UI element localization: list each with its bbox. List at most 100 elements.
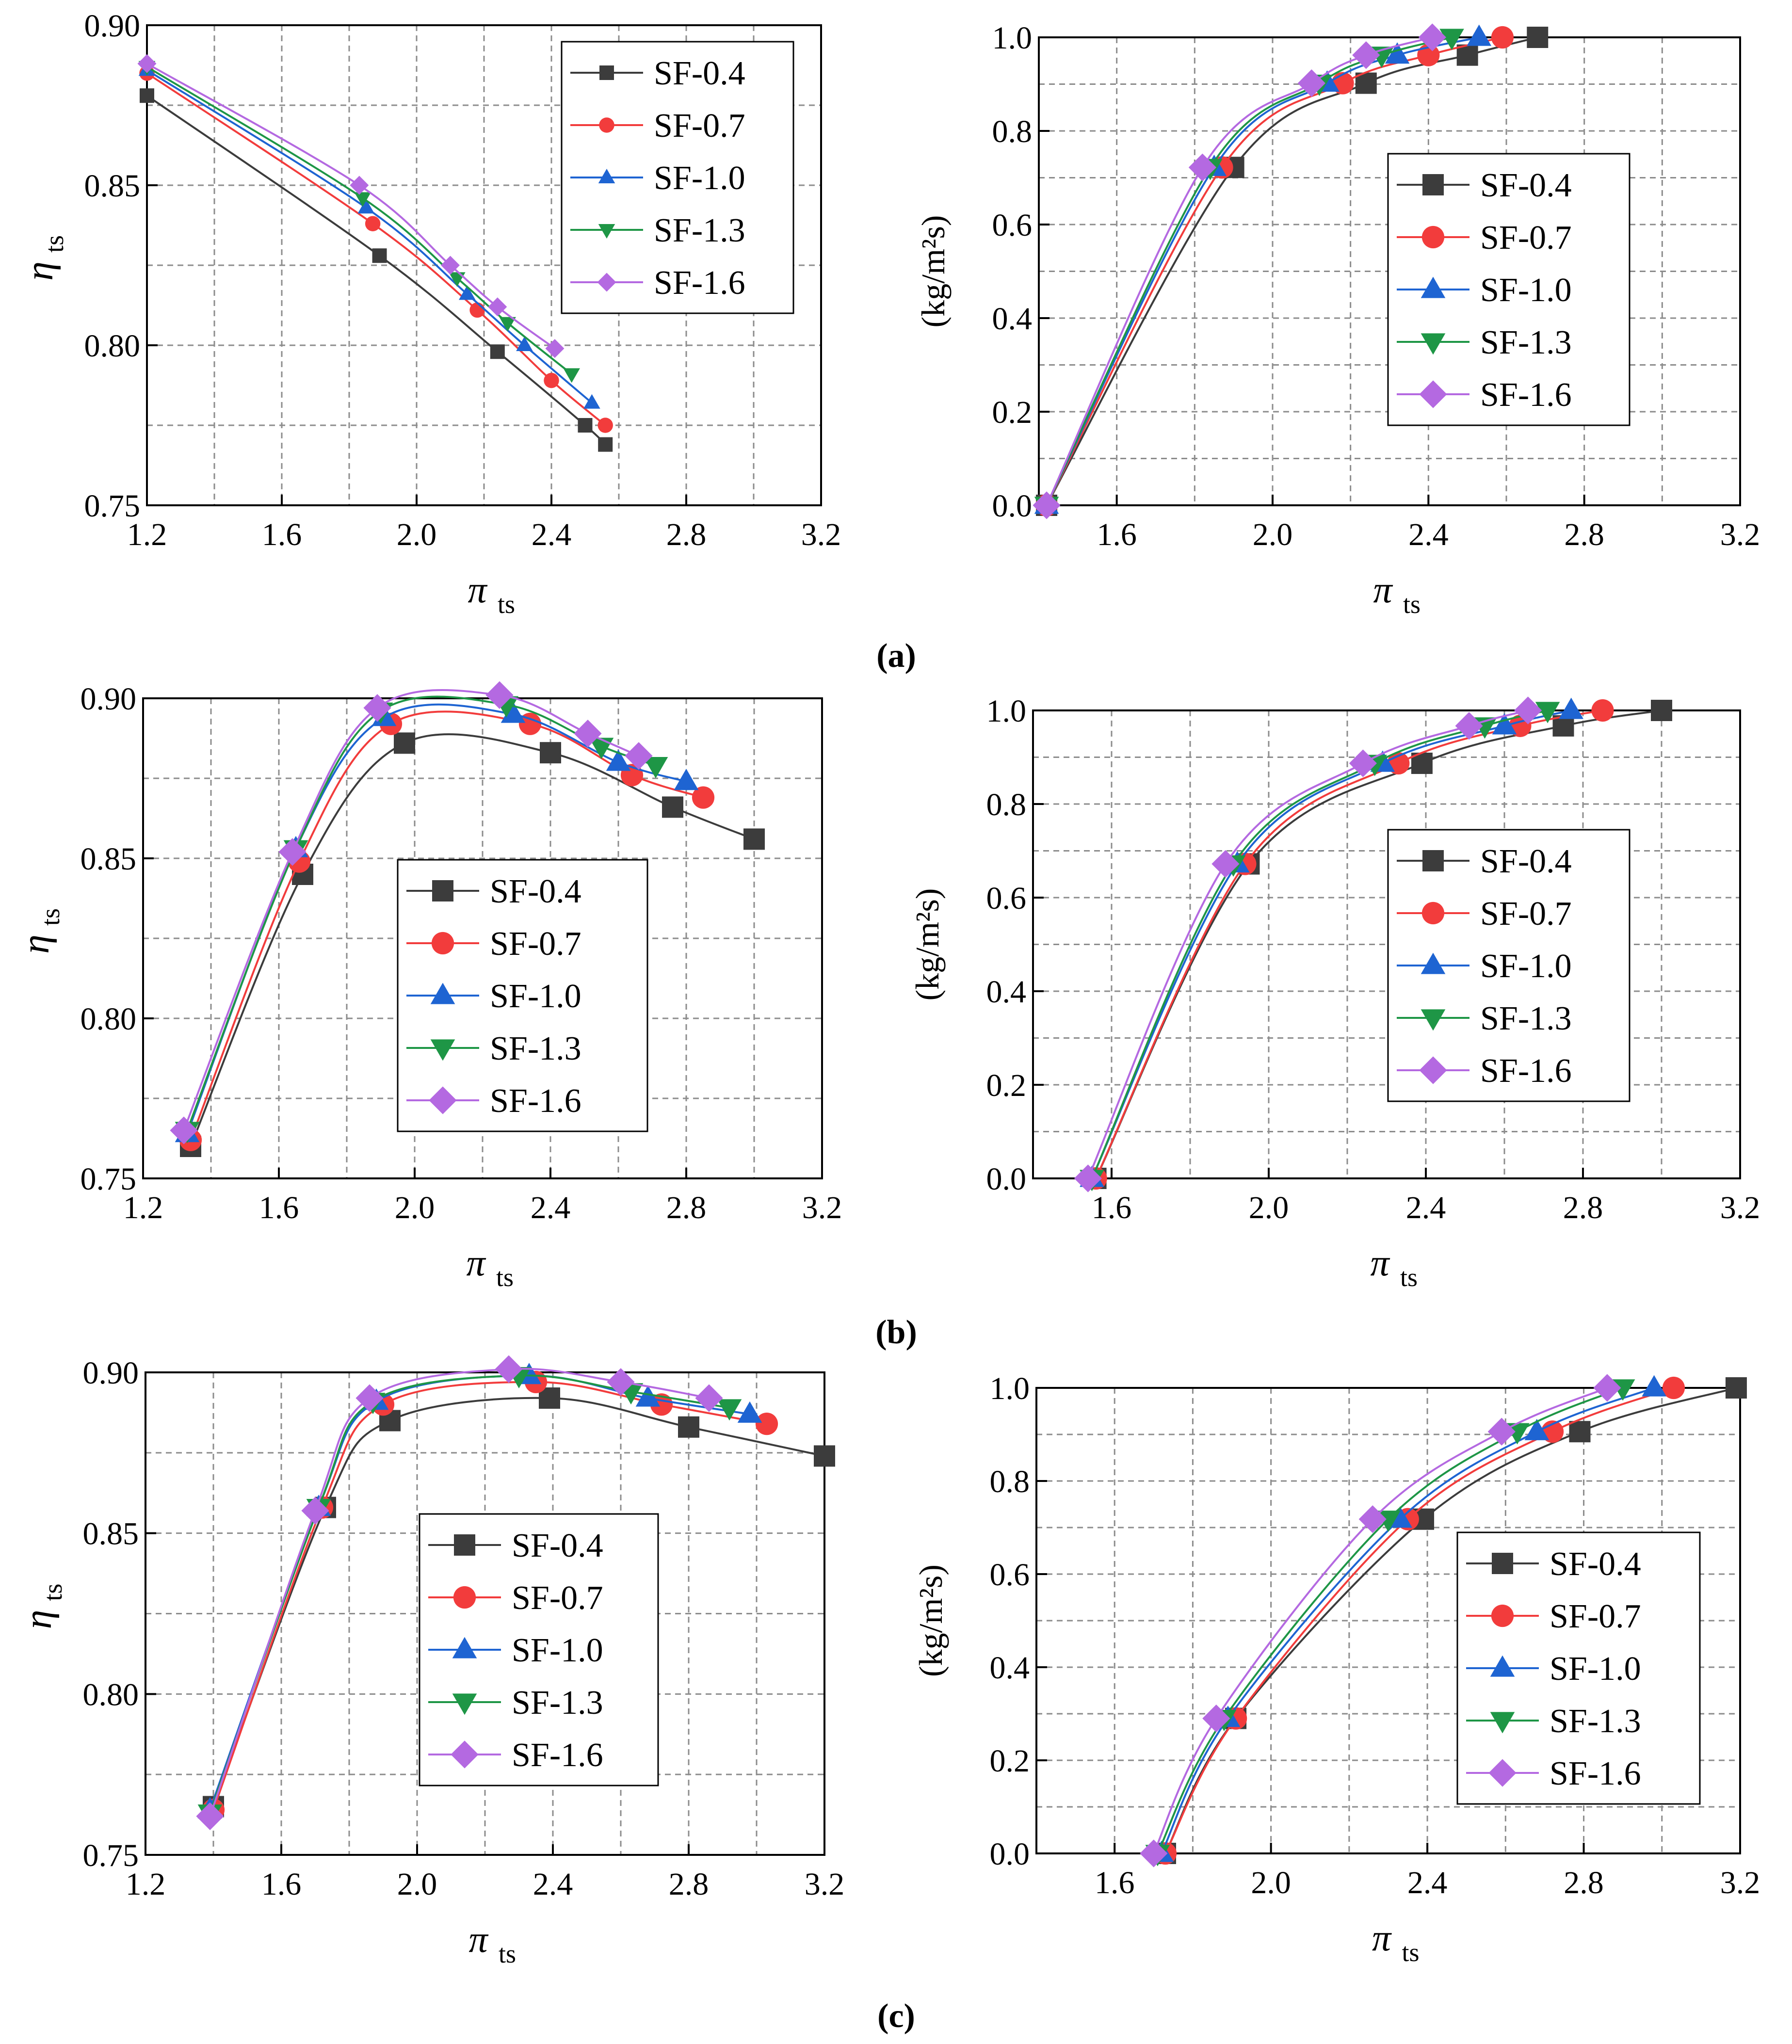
legend-label: SF-0.4 — [1550, 1545, 1641, 1583]
legend-label: SF-0.7 — [490, 925, 581, 963]
y-tick-label: 0.6 — [990, 1557, 1030, 1593]
data-point — [717, 1399, 742, 1421]
plot-frame — [145, 1371, 825, 1856]
data-point — [737, 1401, 762, 1423]
legend-marker — [451, 1740, 479, 1769]
data-point — [278, 838, 307, 866]
legend-label: SF-1.6 — [490, 1082, 581, 1120]
legend: SF-0.4 SF-0.7 SF-1.0 SF-1.3 SF-1.6 — [419, 1513, 659, 1786]
legend-marker — [453, 1586, 476, 1609]
data-point — [1352, 41, 1380, 69]
ticks — [146, 24, 822, 506]
data-point — [516, 337, 533, 351]
plot-frame — [146, 24, 822, 506]
x-tick-label: 2.8 — [1564, 1865, 1604, 1900]
legend-marker — [1419, 380, 1447, 408]
legend-marker — [1491, 1604, 1514, 1627]
x-tick-label: 2.0 — [1253, 517, 1293, 552]
data-point — [678, 1416, 699, 1438]
data-point — [1388, 1506, 1412, 1528]
data-point — [485, 681, 514, 709]
data-point — [743, 828, 765, 850]
x-tick-label: 3.2 — [802, 1190, 842, 1225]
series-line — [146, 69, 593, 404]
y-tick-label: 1.0 — [992, 20, 1033, 56]
y-tick-label: 0.8 — [986, 787, 1027, 822]
data-point — [607, 1368, 635, 1396]
data-point — [365, 216, 381, 231]
series-line — [146, 95, 606, 446]
x-axis-label-sub: ts — [1403, 590, 1421, 619]
data-point — [490, 344, 505, 359]
legend-label: SF-1.6 — [512, 1737, 603, 1774]
data-point — [1033, 491, 1061, 519]
data-point — [372, 248, 387, 263]
legend-marker — [598, 224, 615, 239]
legend-label: SF-1.0 — [490, 978, 581, 1015]
data-point — [441, 256, 460, 275]
x-tick-label: 1.6 — [1097, 517, 1137, 552]
y-axis-label: (kg/m²s) — [909, 888, 946, 1001]
plot-frame — [1038, 36, 1741, 506]
data-point — [1591, 699, 1614, 722]
legend-marker — [429, 1086, 457, 1114]
data-point — [1514, 696, 1542, 724]
data-point — [170, 1116, 198, 1144]
data-point — [357, 199, 374, 214]
data-point — [606, 749, 631, 771]
data-point — [598, 437, 613, 452]
legend-marker — [1490, 1655, 1515, 1677]
y-axis-label-group: (kg/m²s) — [909, 888, 946, 1001]
legend-label: SF-0.4 — [654, 55, 745, 92]
data-point — [578, 418, 593, 433]
data-point — [137, 54, 157, 73]
data-point — [350, 176, 369, 195]
x-axis-label: π — [1370, 1241, 1390, 1284]
panel-label: (a) — [876, 637, 916, 675]
data-point — [1467, 24, 1492, 46]
legend-label: SF-0.7 — [1550, 1598, 1641, 1635]
x-axis-label-sub: ts — [499, 1939, 516, 1968]
chart-c-eff: 1.2 1.6 2.0 2.4 2.8 3.20.750.800.850.90π tsηts… — [17, 1355, 844, 1968]
x-axis-label-sub: ts — [1400, 1263, 1418, 1292]
data-point — [597, 418, 613, 433]
y-tick-label: 0.85 — [84, 168, 141, 204]
series-SF-1.6 — [170, 681, 653, 1144]
data-point — [1535, 702, 1560, 724]
y-axis-label: (kg/m²s) — [915, 215, 952, 328]
data-point — [814, 1445, 835, 1467]
chart-b-flow: 1.6 2.0 2.4 2.8 3.2 0.0 0.2 0.4 0.6 0.8 1.0 π ts (kg/… — [909, 693, 1760, 1292]
data-point — [1385, 42, 1410, 64]
legend-marker — [1492, 1553, 1513, 1574]
data-point — [301, 1497, 329, 1525]
legend-marker — [599, 117, 614, 133]
y-axis-label-group: (kg/m²s) — [912, 1564, 949, 1677]
y-tick-label: 0.0 — [986, 1161, 1027, 1197]
data-point — [394, 732, 415, 754]
y-axis-label: η — [18, 261, 61, 281]
x-tick-label: 2.4 — [1407, 1865, 1448, 1900]
data-point — [495, 1355, 523, 1383]
y-axis-label-group: (kg/m²s) — [915, 215, 952, 328]
x-tick-label: 1.2 — [123, 1190, 163, 1225]
y-axis-label-sub: ts — [38, 1583, 67, 1601]
x-tick-label: 1.2 — [126, 1867, 166, 1902]
x-tick-label: 3.2 — [1720, 1865, 1760, 1900]
y-tick-label: 0.4 — [990, 1650, 1030, 1686]
data-point — [695, 1384, 723, 1412]
data-point — [140, 88, 154, 103]
legend: SF-0.4 SF-0.7 SF-1.0 SF-1.3 SF-1.6 — [1387, 153, 1631, 426]
data-point — [459, 285, 476, 300]
data-point — [1487, 1417, 1516, 1446]
x-axis-label: π — [468, 568, 487, 611]
panel-label: (b) — [875, 1314, 917, 1351]
legend: SF-0.4 SF-0.7 SF-1.0 SF-1.3 SF-1.6 — [561, 41, 794, 314]
x-axis-label: π — [466, 1241, 486, 1284]
data-point — [625, 742, 653, 770]
series-line — [1164, 1387, 1674, 1854]
y-tick-label: 0.75 — [84, 488, 141, 524]
legend-marker — [1422, 850, 1444, 871]
data-point — [355, 1384, 384, 1412]
legend-label: SF-0.4 — [1480, 167, 1572, 204]
x-tick-label: 2.4 — [533, 1867, 573, 1902]
